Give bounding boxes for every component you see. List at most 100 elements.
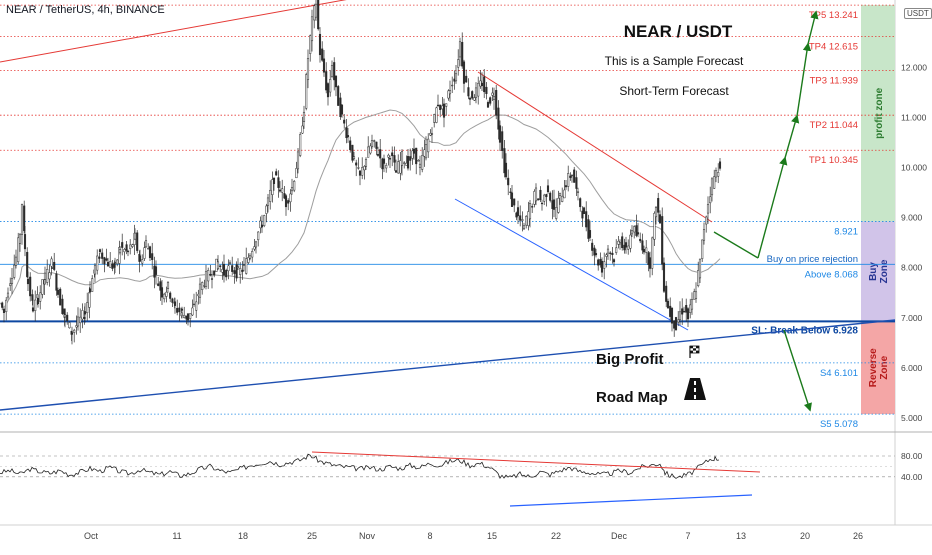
price-tick-label: 11.000 [901, 112, 927, 122]
currency-badge[interactable]: USDT [904, 8, 932, 19]
candle-body [564, 185, 568, 188]
candle-body [701, 239, 704, 259]
candle-body [133, 232, 137, 240]
candle-body [714, 170, 718, 178]
candle-body [641, 240, 644, 251]
candle-body [445, 103, 448, 107]
candle-body [113, 261, 117, 264]
forecast-subtitle-1: This is a Sample Forecast [605, 54, 744, 68]
candle-body [239, 268, 242, 275]
candle-body [204, 271, 208, 287]
candle-body [290, 187, 294, 192]
candle-body [509, 191, 512, 193]
candle-body [690, 299, 694, 310]
candle-body [345, 127, 348, 139]
candle-body [611, 252, 614, 255]
candle-body [430, 133, 434, 135]
candle-body [569, 175, 572, 178]
candle-body [305, 74, 308, 109]
candle-body [287, 200, 290, 204]
candle-body [257, 231, 260, 241]
candle-body [136, 232, 139, 251]
candle-body [376, 154, 380, 156]
candle-body [467, 87, 470, 97]
candle-body [231, 265, 234, 272]
candle-body [600, 260, 604, 273]
candle-body [70, 332, 74, 335]
candle-body [363, 166, 366, 171]
candle-body [411, 150, 414, 159]
candle-body [14, 256, 18, 266]
candle-body [635, 225, 638, 236]
candle-body [674, 317, 678, 331]
candle-body [462, 61, 466, 84]
candle-body [579, 198, 582, 208]
candle-body [629, 234, 632, 249]
level-label-tp2-11.044: TP2 11.044 [810, 120, 858, 131]
time-tick-label: 7 [685, 531, 690, 541]
candle-body [531, 206, 534, 208]
candle-body [125, 244, 128, 251]
candle-body [227, 265, 230, 272]
candle-body [93, 265, 97, 275]
candle-body [373, 140, 376, 142]
candle-body [330, 65, 334, 77]
candle-body [477, 82, 480, 97]
candle-body [50, 267, 54, 269]
candle-body [682, 311, 686, 313]
candle-body [355, 162, 358, 166]
candle-body [301, 125, 304, 134]
buy-rejection-label: Buy on price rejection [767, 254, 858, 265]
candle-body [6, 292, 10, 298]
candle-body [606, 248, 610, 254]
candle-body [605, 254, 608, 257]
candle-body [248, 255, 252, 259]
candle-body [492, 96, 496, 100]
candle-body [178, 307, 181, 313]
candle-body [497, 107, 500, 130]
road-map-label: Road Map [596, 389, 668, 406]
candle-body [597, 259, 600, 266]
candle-body [670, 307, 674, 324]
candle-body [636, 232, 640, 235]
zone-label-buy-zone: BuyZone [868, 259, 890, 283]
candle-body [83, 317, 86, 319]
candle-body [689, 304, 692, 313]
candle-body [678, 311, 682, 320]
candle-body [225, 269, 228, 278]
candle-body [222, 264, 226, 276]
candle-body [388, 158, 392, 160]
price-tick-label: 5.000 [901, 413, 923, 423]
level-label-8.921: 8.921 [834, 227, 858, 238]
candle-body [480, 82, 484, 87]
time-tick-label: 11 [172, 531, 181, 541]
candle-body [385, 165, 388, 169]
forecast-title: NEAR / USDT [624, 22, 733, 41]
symbol-title: NEAR / TetherUS, 4h, BINANCE [6, 4, 165, 16]
candle-body [318, 33, 322, 56]
candle-body [141, 259, 144, 264]
rsi-resistance-trendline [311, 451, 761, 473]
candle-body [68, 322, 71, 329]
candle-body [147, 248, 150, 250]
candle-body [5, 299, 8, 312]
candle-body [166, 281, 170, 289]
candle-body [138, 255, 142, 262]
candle-body [73, 329, 76, 333]
level-label-tp5-13.241: TP5 13.241 [809, 10, 858, 21]
time-tick-label: 22 [551, 531, 561, 541]
candle-body [192, 303, 196, 306]
rsi-line [0, 453, 720, 480]
candle-body [552, 199, 556, 210]
candle-body [702, 229, 706, 241]
zone-profit-zone [861, 5, 895, 222]
candle-body [546, 185, 550, 193]
candle-body [91, 278, 94, 292]
candle-body [9, 283, 12, 286]
candle-body [539, 189, 542, 200]
level-label-sl-break-below-6.928: SL: Break Below 6.928 [751, 325, 858, 336]
candle-body [103, 257, 106, 265]
level-label-tp3-11.939: TP3 11.939 [810, 75, 858, 86]
candle-body [665, 285, 668, 302]
